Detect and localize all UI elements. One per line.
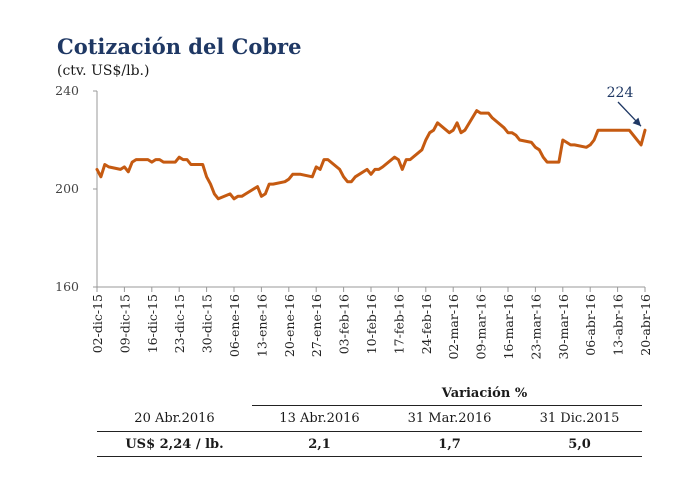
x-tick-label: 13-abr-16	[611, 294, 626, 356]
x-tick-label: 03-feb-16	[337, 294, 352, 354]
value-col-4: 5,0	[568, 437, 591, 452]
y-tick-label: 160	[55, 279, 79, 294]
copper-price-line	[95, 109, 647, 201]
value-col-1: US$ 2,24 / lb.	[125, 437, 224, 452]
x-tick-label: 09-dic-15	[117, 294, 132, 353]
mid-rule	[97, 431, 642, 432]
x-tick-label: 02-mar-16	[446, 294, 461, 360]
x-tick-label: 30-mar-16	[556, 294, 571, 360]
table-header-row: Variación %	[97, 383, 642, 405]
copper-price-chart: 160 200 240 02-dic-15 09-dic-15 16-dic-15 23-d…	[55, 83, 653, 360]
chart-subtitle: (ctv. US$/lb.)	[57, 63, 150, 79]
variation-header: Variación %	[441, 386, 528, 401]
value-col-2: 2,1	[308, 437, 331, 452]
x-tick-label: 10-feb-16	[364, 294, 379, 354]
x-tick-label: 20-ene-16	[282, 294, 297, 357]
x-tick-label: 09-mar-16	[474, 294, 489, 360]
x-tick-label: 06-abr-16	[583, 294, 598, 356]
x-tick-label: 23-mar-16	[528, 294, 543, 360]
x-tick-label: 16-mar-16	[501, 294, 516, 360]
x-tick-label: 23-dic-15	[172, 294, 187, 353]
last-value-annotation: 224	[607, 85, 634, 101]
date-col-4: 31 Dic.2015	[539, 411, 620, 426]
x-tick-label: 30-dic-15	[200, 294, 215, 353]
date-col-3: 31 Mar.2016	[407, 411, 492, 426]
x-tick-label: 06-ene-16	[227, 294, 242, 357]
x-tick-label: 02-dic-15	[90, 294, 105, 353]
x-tick-label: 17-feb-16	[391, 294, 406, 354]
x-tick-label: 27-ene-16	[309, 294, 324, 357]
bottom-rule	[97, 456, 642, 457]
x-tick-label: 24-feb-16	[419, 294, 434, 354]
header-rule	[252, 405, 642, 406]
y-tick-label: 240	[55, 83, 79, 98]
value-col-3: 1,7	[438, 437, 461, 452]
table-date-row: 20 Abr.2016 13 Abr.2016 31 Mar.2016 31 D…	[97, 408, 642, 430]
x-tick-label: 16-dic-15	[145, 294, 160, 353]
date-col-2: 13 Abr.2016	[279, 411, 360, 426]
date-col-1: 20 Abr.2016	[134, 411, 215, 426]
x-tick-label: 13-ene-16	[254, 294, 269, 357]
chart-title: Cotización del Cobre	[57, 34, 302, 59]
y-tick-label: 200	[55, 181, 79, 196]
x-tick-label: 20-abr-16	[638, 294, 653, 356]
annotation-arrowhead	[632, 117, 641, 127]
table-value-row: US$ 2,24 / lb. 2,1 1,7 5,0	[97, 434, 642, 456]
